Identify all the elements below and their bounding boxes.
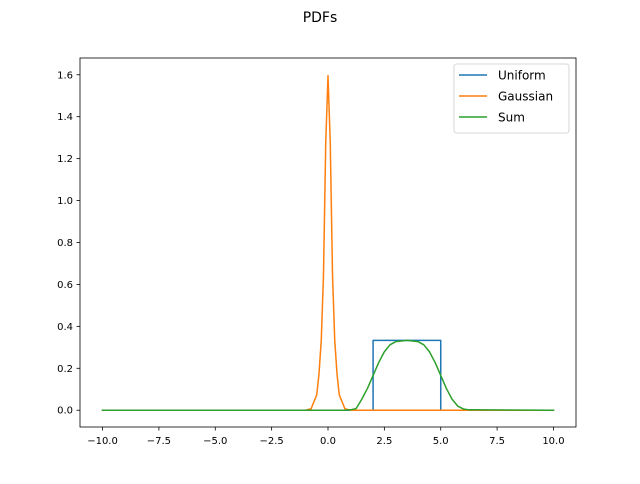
y-tick-label: 1.0 [57, 196, 73, 207]
series-line-sum [101, 339, 555, 411]
axes: −10.0 −7.5 −5.0 −2.5 0.0 2.5 5.0 7.5 10.0 0.0 0.2 0… [57, 57, 577, 447]
y-tick-label: 0.0 [57, 406, 73, 417]
x-tick-label: −2.5 [259, 436, 283, 447]
x-tick-label: 2.5 [376, 436, 392, 447]
y-tick-label: 1.2 [57, 154, 73, 165]
x-tick-label: −10.0 [87, 436, 118, 447]
legend: Uniform Gaussian Sum [453, 63, 570, 134]
x-tick-label: 10.0 [542, 436, 564, 447]
y-tick-label: 1.6 [57, 70, 73, 81]
x-tick-label: −7.5 [147, 436, 171, 447]
y-tick-label: 0.4 [57, 322, 73, 333]
y-tick-label: 1.4 [57, 112, 73, 123]
legend-label-gaussian: Gaussian [498, 90, 553, 104]
series-line-gaussian [101, 74, 555, 411]
chart-title: PDFs [303, 10, 338, 26]
legend-label-uniform: Uniform [498, 69, 546, 83]
legend-box [453, 63, 570, 134]
y-tick-label: 0.8 [57, 238, 73, 249]
y-tick-label: 0.6 [57, 280, 73, 291]
x-tick-label: 7.5 [489, 436, 505, 447]
plot-area [101, 74, 555, 411]
legend-label-sum: Sum [498, 111, 525, 125]
x-tick-label: 0.0 [320, 436, 336, 447]
x-tick-label: −5.0 [203, 436, 227, 447]
y-tick-label: 0.2 [57, 364, 73, 375]
x-tick-label: 5.0 [433, 436, 449, 447]
